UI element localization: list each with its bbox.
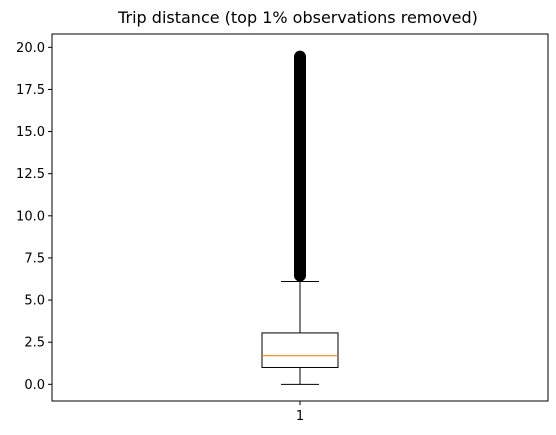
y-tick-label: 20.0 xyxy=(16,41,45,56)
y-tick-label: 17.5 xyxy=(16,83,45,98)
box-1 xyxy=(262,51,338,385)
x-tick-label: 1 xyxy=(296,409,304,424)
y-tick-label: 12.5 xyxy=(16,167,45,182)
iqr-box xyxy=(262,333,338,368)
box-series xyxy=(262,51,338,385)
y-tick-label: 10.0 xyxy=(16,209,45,224)
y-tick-label: 0.0 xyxy=(24,378,45,393)
y-tick-label: 2.5 xyxy=(24,336,45,351)
y-axis: 0.0 2.5 5.0 7.5 10.0 12.5 15.0 17.5 20.0 xyxy=(16,41,52,393)
x-axis: 1 xyxy=(296,401,304,424)
y-tick-label: 7.5 xyxy=(24,251,45,266)
y-tick-label: 5.0 xyxy=(24,294,45,309)
y-tick-label: 15.0 xyxy=(16,125,45,140)
outlier-points xyxy=(294,51,306,282)
chart-title: Trip distance (top 1% observations remov… xyxy=(117,8,478,27)
